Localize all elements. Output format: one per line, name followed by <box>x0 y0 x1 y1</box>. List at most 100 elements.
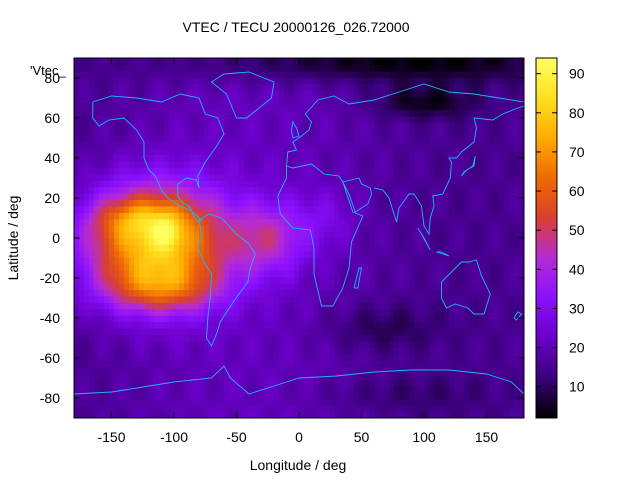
heat-cell <box>444 283 450 290</box>
heat-cell <box>109 296 115 303</box>
heat-cell <box>144 360 150 367</box>
heat-cell <box>394 405 400 412</box>
heat-cell <box>504 90 510 97</box>
heat-cell <box>499 392 505 399</box>
heat-cell <box>199 142 205 149</box>
heat-cell <box>274 148 280 155</box>
heat-cell <box>389 405 395 412</box>
heat-cell <box>174 386 180 393</box>
heat-cell <box>359 328 365 335</box>
heat-cell <box>159 109 165 116</box>
heat-cell <box>174 309 180 316</box>
heat-cell <box>314 302 320 309</box>
heat-cell <box>124 129 130 136</box>
heat-cell <box>289 251 295 258</box>
heat-cell <box>119 206 125 213</box>
heat-cell <box>79 71 85 78</box>
heat-cell <box>104 148 110 155</box>
heat-cell <box>404 347 410 354</box>
heat-cell <box>199 302 205 309</box>
heat-cell <box>179 97 185 104</box>
heat-cell <box>149 309 155 316</box>
heat-cell <box>114 328 120 335</box>
heat-cell <box>434 212 440 219</box>
heat-cell <box>334 206 340 213</box>
heat-cell <box>119 360 125 367</box>
heat-cell <box>399 161 405 168</box>
heat-cell <box>454 122 460 129</box>
heat-cell <box>244 360 250 367</box>
heat-cell <box>119 264 125 271</box>
heat-cell <box>234 386 240 393</box>
heat-cell <box>369 347 375 354</box>
heat-cell <box>184 257 190 264</box>
heat-cell <box>514 109 520 116</box>
heat-cell <box>374 116 380 123</box>
heat-cell <box>414 109 420 116</box>
heat-cell <box>479 360 485 367</box>
heat-cell <box>234 392 240 399</box>
heat-cell <box>499 244 505 251</box>
heat-cell <box>299 180 305 187</box>
heat-cell <box>474 71 480 78</box>
heat-cell <box>179 167 185 174</box>
heat-cell <box>269 399 275 406</box>
heat-cell <box>424 283 430 290</box>
heat-cell <box>489 315 495 322</box>
heat-cell <box>314 296 320 303</box>
heat-cell <box>99 302 105 309</box>
heat-cell <box>279 193 285 200</box>
heat-cell <box>199 232 205 239</box>
heat-cell <box>304 251 310 258</box>
heat-cell <box>119 328 125 335</box>
heat-cell <box>384 180 390 187</box>
heat-cell <box>194 399 200 406</box>
heat-cell <box>74 161 80 168</box>
heat-cell <box>114 174 120 181</box>
heat-cell <box>84 322 90 329</box>
heat-cell <box>349 354 355 361</box>
heat-cell <box>129 193 135 200</box>
heat-cell <box>419 187 425 194</box>
heat-cell <box>299 296 305 303</box>
heat-cell <box>494 315 500 322</box>
heat-cell <box>174 103 180 110</box>
heat-cell <box>429 167 435 174</box>
heat-cell <box>334 212 340 219</box>
heat-cell <box>99 199 105 206</box>
heat-cell <box>184 354 190 361</box>
heat-cell <box>404 135 410 142</box>
heat-cell <box>219 90 225 97</box>
heat-cell <box>419 103 425 110</box>
heat-cell <box>249 341 255 348</box>
heat-cell <box>179 161 185 168</box>
heat-cell <box>159 142 165 149</box>
heat-cell <box>389 219 395 226</box>
heat-cell <box>189 148 195 155</box>
heat-cell <box>169 154 175 161</box>
heat-cell <box>329 264 335 271</box>
heat-cell <box>224 103 230 110</box>
heat-cell <box>314 129 320 136</box>
heat-cell <box>159 264 165 271</box>
heat-cell <box>489 386 495 393</box>
heat-cell <box>209 90 215 97</box>
heat-cell <box>459 347 465 354</box>
heat-cell <box>159 135 165 142</box>
heat-cell <box>384 71 390 78</box>
heat-cell <box>424 103 430 110</box>
heat-cell <box>249 193 255 200</box>
heat-cell <box>324 244 330 251</box>
heat-cell <box>239 58 245 65</box>
heat-cell <box>289 238 295 245</box>
heat-cell <box>204 379 210 386</box>
heat-cell <box>359 193 365 200</box>
heat-cell <box>449 90 455 97</box>
heat-cell <box>179 64 185 71</box>
heat-cell <box>469 225 475 232</box>
heat-cell <box>454 64 460 71</box>
heat-cell <box>199 135 205 142</box>
heat-cell <box>454 142 460 149</box>
heat-cell <box>134 154 140 161</box>
heat-cell <box>479 296 485 303</box>
